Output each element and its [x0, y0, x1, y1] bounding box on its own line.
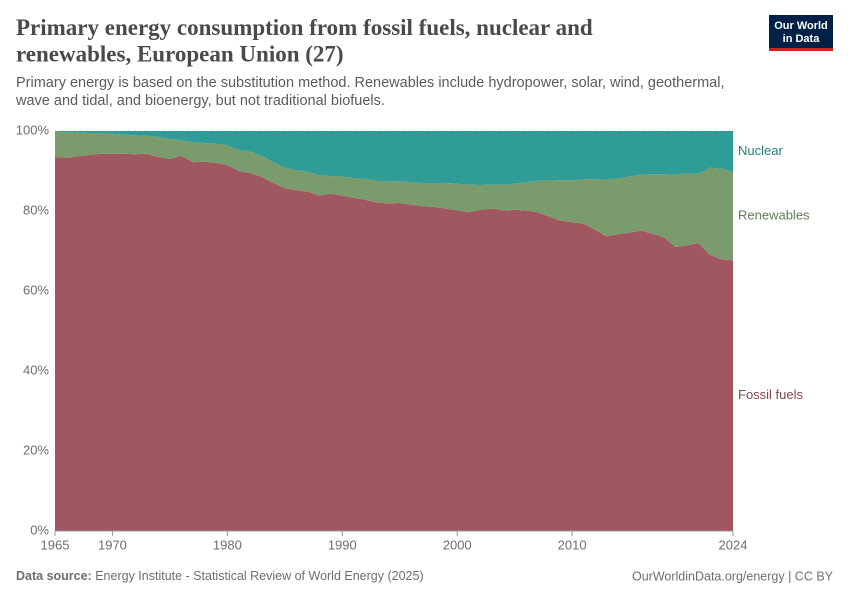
area — [55, 131, 733, 185]
logo-text: in Data — [783, 33, 821, 45]
y-tick-label: 20% — [23, 442, 49, 457]
legend-label: Fossil fuels — [738, 387, 804, 402]
logo-box — [769, 15, 833, 51]
source-text: Energy Institute - Statistical Review of… — [95, 569, 423, 583]
source-label: Data source: — [16, 569, 92, 583]
y-tick-label: 0% — [30, 522, 49, 537]
area — [55, 131, 733, 261]
x-tick-label: 2010 — [558, 537, 587, 552]
legend-label: Nuclear — [738, 143, 783, 158]
url[interactable]: OurWorldinData.org/energy | CC BY — [632, 569, 834, 583]
logo-underline — [769, 48, 833, 51]
area — [55, 153, 733, 532]
chart-subtitle-2: wave and tidal, and bioenergy, but not t… — [15, 93, 385, 109]
title-line: Primary energy consumption from fossil f… — [16, 15, 593, 40]
x-tick-label: 2024 — [719, 537, 748, 552]
y-tick-label: 40% — [23, 362, 49, 377]
logo[interactable]: Our World in Data — [769, 15, 833, 51]
x-tick-label: 1965 — [41, 537, 70, 552]
chart-title-2: renewables, European Union (27) — [16, 41, 344, 66]
logo-text: Our World — [774, 20, 828, 32]
y-tick-label: 100% — [16, 122, 50, 137]
chart-title: Primary energy consumption from fossil f… — [16, 15, 593, 40]
x-tick-label: 1980 — [213, 537, 242, 552]
x-tick-label: 1990 — [328, 537, 357, 552]
legend-label: Renewables — [738, 207, 810, 222]
chart-subtitle: Primary energy is based on the substitut… — [16, 75, 724, 91]
source: Data source: Energy Institute - Statisti… — [16, 569, 424, 583]
x-tick-label: 1970 — [98, 537, 127, 552]
y-tick-label: 80% — [23, 202, 49, 217]
y-tick-label: 60% — [23, 282, 49, 297]
x-tick-label: 2000 — [443, 537, 472, 552]
